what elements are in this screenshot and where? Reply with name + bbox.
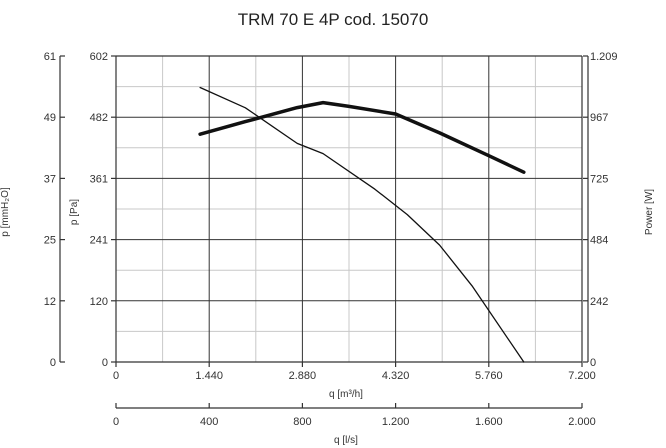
- x2-tick-label: 0: [113, 416, 119, 428]
- y-power-tick-label: 725: [590, 173, 608, 185]
- x2-tick-label: 2.000: [568, 416, 596, 428]
- x-tick-label: 2.880: [289, 370, 317, 382]
- y-mm-tick-label: 12: [44, 296, 56, 308]
- x2-tick-label: 400: [200, 416, 218, 428]
- chart-title: TRM 70 E 4P cod. 15070: [238, 10, 429, 29]
- y-right-label: Power [W]: [644, 189, 655, 235]
- y-mm-tick-label: 25: [44, 235, 56, 247]
- x2-tick-label: 1.600: [475, 416, 503, 428]
- y-power-tick-label: 242: [590, 296, 608, 308]
- x-tick-label: 0: [113, 370, 119, 382]
- y-power-tick-label: 484: [590, 235, 608, 247]
- y-power-tick-label: 967: [590, 112, 608, 124]
- y-pa-tick-label: 120: [90, 296, 108, 308]
- data-series: [198, 86, 526, 363]
- y-left-label: p [Pa]: [69, 199, 80, 225]
- y-pa-tick-label: 0: [102, 357, 108, 369]
- power-curve: [198, 100, 526, 174]
- x-tick-label: 5.760: [475, 370, 503, 382]
- y-power-tick-label: 0: [590, 357, 596, 369]
- x2-tick-label: 1.200: [382, 416, 410, 428]
- y-mm-tick-label: 37: [44, 173, 56, 185]
- x-tick-label: 7.200: [568, 370, 596, 382]
- x2-tick-label: 800: [293, 416, 311, 428]
- x-axis-label: q [m³/h]: [329, 389, 363, 400]
- y-pa-tick-label: 482: [90, 112, 108, 124]
- y-pa-tick-label: 602: [90, 51, 108, 63]
- x2-axis-label: q [l/s]: [334, 435, 358, 446]
- y-power-tick-label: 1.209: [590, 51, 618, 63]
- plot-grid: [116, 56, 582, 362]
- y-mm-tick-label: 0: [50, 357, 56, 369]
- axes: [59, 55, 589, 409]
- y-pa-tick-label: 241: [90, 235, 108, 247]
- pressure-curve: [199, 86, 525, 363]
- y-mm-tick-label: 61: [44, 51, 56, 63]
- x-tick-label: 1.440: [195, 370, 223, 382]
- x-tick-label: 4.320: [382, 370, 410, 382]
- y-pa-tick-label: 361: [90, 173, 108, 185]
- y-left-outer-label: p [mmH₂O]: [0, 187, 11, 237]
- y-mm-tick-label: 49: [44, 112, 56, 124]
